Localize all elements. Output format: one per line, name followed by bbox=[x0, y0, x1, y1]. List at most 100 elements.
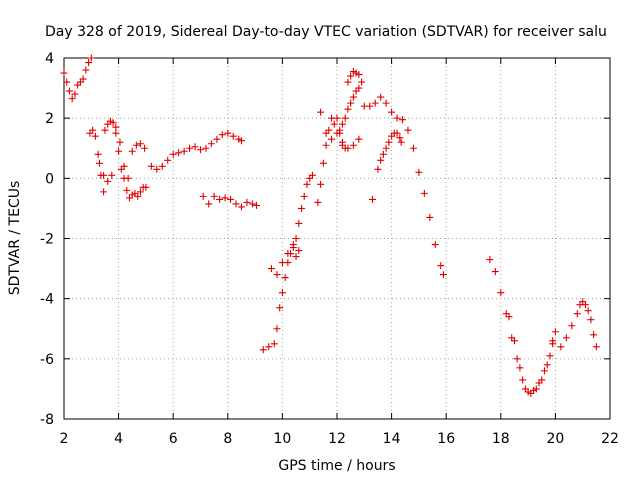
data-point bbox=[116, 138, 124, 146]
data-point bbox=[557, 343, 565, 351]
data-point bbox=[516, 364, 524, 372]
data-point bbox=[112, 129, 120, 137]
data-point bbox=[237, 203, 245, 211]
y-tick-label: -4 bbox=[40, 292, 54, 308]
data-point bbox=[303, 180, 311, 188]
data-point bbox=[409, 144, 417, 152]
data-point bbox=[344, 144, 352, 152]
data-point bbox=[136, 140, 144, 148]
data-point bbox=[273, 271, 281, 279]
data-point bbox=[385, 138, 393, 146]
data-point bbox=[186, 144, 194, 152]
data-point bbox=[396, 134, 404, 142]
data-point bbox=[397, 138, 405, 146]
data-point bbox=[104, 177, 112, 185]
data-point bbox=[141, 144, 149, 152]
x-tick-label: 22 bbox=[601, 431, 619, 447]
x-tick-label: 10 bbox=[273, 431, 291, 447]
data-point bbox=[115, 147, 123, 155]
data-points bbox=[60, 54, 600, 397]
data-point bbox=[276, 304, 284, 312]
data-point bbox=[123, 186, 131, 194]
data-point bbox=[158, 162, 166, 170]
data-point bbox=[426, 213, 434, 221]
data-point bbox=[91, 132, 99, 140]
y-tick-label: -2 bbox=[40, 232, 54, 248]
data-point bbox=[587, 316, 595, 324]
data-point bbox=[108, 171, 116, 179]
data-point bbox=[404, 126, 412, 134]
data-point bbox=[227, 195, 235, 203]
data-point bbox=[328, 135, 336, 143]
data-point bbox=[221, 194, 229, 202]
data-point bbox=[270, 340, 278, 348]
data-point bbox=[87, 54, 95, 62]
x-tick-label: 16 bbox=[437, 431, 455, 447]
data-point bbox=[298, 204, 306, 212]
data-point bbox=[94, 150, 102, 158]
data-point bbox=[368, 195, 376, 203]
x-tick-label: 4 bbox=[114, 431, 123, 447]
data-point bbox=[147, 162, 155, 170]
data-point bbox=[300, 192, 308, 200]
data-point bbox=[314, 198, 322, 206]
data-point bbox=[317, 180, 325, 188]
series-arc-03 bbox=[95, 123, 149, 185]
data-point bbox=[68, 95, 76, 103]
data-point bbox=[197, 146, 204, 154]
data-point bbox=[382, 99, 390, 107]
data-point bbox=[420, 189, 428, 197]
x-tick-label: 12 bbox=[328, 431, 346, 447]
data-point bbox=[278, 289, 286, 297]
data-point bbox=[338, 120, 346, 128]
data-point bbox=[278, 259, 286, 267]
data-point bbox=[393, 129, 401, 137]
series-arc-12 bbox=[486, 256, 557, 396]
data-point bbox=[543, 361, 551, 369]
data-point bbox=[415, 168, 423, 176]
data-point bbox=[202, 144, 210, 152]
data-point bbox=[486, 256, 494, 264]
data-point bbox=[100, 188, 108, 196]
data-point bbox=[562, 334, 570, 342]
data-point bbox=[439, 271, 447, 279]
data-point bbox=[349, 93, 357, 101]
x-tick-label: 6 bbox=[169, 431, 178, 447]
data-point bbox=[180, 147, 188, 155]
data-point bbox=[437, 262, 445, 270]
data-point bbox=[112, 123, 120, 131]
data-point bbox=[63, 78, 71, 86]
data-point bbox=[284, 250, 292, 258]
data-point bbox=[229, 132, 237, 140]
data-point bbox=[216, 195, 224, 203]
series-arc-06 bbox=[259, 171, 316, 354]
y-axis-label: SDTVAR / TECUs bbox=[7, 181, 23, 296]
x-tick-label: 8 bbox=[223, 431, 232, 447]
data-point bbox=[371, 99, 379, 107]
y-tick-labels: -8 -6 -4 -2 0 2 4 bbox=[40, 51, 54, 428]
x-tick-label: 20 bbox=[546, 431, 564, 447]
series-arc-04 bbox=[147, 129, 245, 173]
data-point bbox=[568, 322, 576, 330]
data-point bbox=[505, 313, 513, 321]
data-point bbox=[491, 268, 499, 276]
x-tick-label: 2 bbox=[60, 431, 69, 447]
y-tick-label: -8 bbox=[40, 412, 54, 428]
data-point bbox=[366, 102, 374, 110]
data-point bbox=[134, 192, 142, 200]
data-point bbox=[128, 147, 136, 155]
data-point bbox=[431, 241, 439, 249]
data-point bbox=[592, 343, 600, 351]
data-point bbox=[497, 289, 505, 297]
data-point bbox=[237, 137, 245, 145]
data-point bbox=[549, 337, 557, 345]
data-point bbox=[95, 159, 103, 167]
data-point bbox=[377, 93, 385, 101]
series-arc-05 bbox=[199, 192, 260, 211]
data-point bbox=[546, 352, 554, 360]
data-point bbox=[199, 192, 207, 200]
data-point bbox=[521, 385, 529, 393]
data-point bbox=[232, 200, 240, 208]
data-point bbox=[513, 355, 521, 363]
